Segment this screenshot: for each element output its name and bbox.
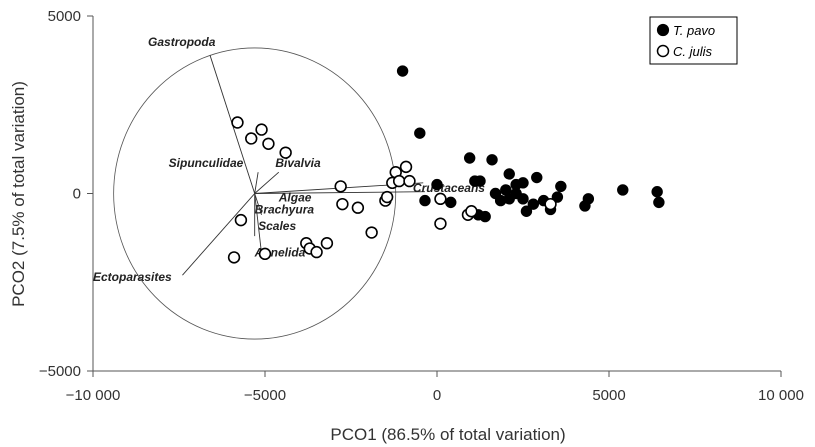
point-c-julis <box>544 197 557 211</box>
point-t-pavo <box>551 191 564 203</box>
point-c-julis <box>310 245 323 259</box>
point-t-pavo <box>445 196 457 209</box>
x-tick-label: −10 000 <box>66 387 121 404</box>
vector-ectoparasites <box>182 193 256 276</box>
point-t-pavo <box>431 178 443 191</box>
point-c-julis <box>245 132 258 145</box>
point-c-julis <box>351 201 365 214</box>
point-c-julis <box>336 197 349 211</box>
correlation-circle <box>113 47 397 340</box>
point-t-pavo <box>486 154 498 166</box>
point-t-pavo <box>531 171 543 184</box>
vector-label-gastropoda: Gastropoda <box>148 35 216 49</box>
legend: T. pavo C. julis <box>649 16 738 65</box>
point-c-julis <box>434 217 447 230</box>
point-c-julis <box>365 226 378 239</box>
point-c-julis <box>231 116 244 129</box>
point-c-julis <box>434 192 447 206</box>
point-t-pavo <box>517 177 529 189</box>
point-c-julis <box>320 237 334 250</box>
x-axis-ticks: −10 000 −5000 0 5000 10 000 <box>66 371 804 404</box>
vector-sipunculidae <box>254 172 259 194</box>
point-c-julis <box>255 123 268 136</box>
point-t-pavo <box>653 196 665 209</box>
point-t-pavo <box>419 194 431 207</box>
legend-marker-c-julis <box>656 44 670 58</box>
point-c-julis <box>262 137 275 151</box>
legend-label-t-pavo: T. pavo <box>673 23 715 38</box>
point-c-julis <box>227 251 241 264</box>
vector-circle-layer <box>113 47 397 340</box>
point-c-julis <box>334 180 347 193</box>
x-tick-label: −5000 <box>244 387 286 404</box>
point-c-julis <box>234 213 248 227</box>
point-c-julis <box>399 160 413 174</box>
point-t-pavo <box>503 168 515 180</box>
y-axis-ticks: 5000 0 −5000 <box>39 8 93 380</box>
point-t-pavo <box>582 193 595 205</box>
vector-label-scales: Scales <box>258 219 296 233</box>
x-tick-label: 10 000 <box>758 387 804 404</box>
point-t-pavo <box>520 205 533 217</box>
point-t-pavo <box>617 184 629 196</box>
vector-label-bivalvia: Bivalvia <box>275 156 321 170</box>
legend-marker-t-pavo <box>656 23 670 37</box>
point-t-pavo <box>651 186 663 198</box>
y-tick-label: 5000 <box>48 8 81 25</box>
point-t-pavo <box>396 65 409 77</box>
point-t-pavo <box>527 198 540 210</box>
point-c-julis <box>392 174 406 188</box>
y-tick-label: −5000 <box>39 363 81 380</box>
point-t-pavo <box>463 152 476 164</box>
vector-annelida <box>254 193 263 254</box>
vector-brachyura <box>254 193 262 215</box>
point-c-julis <box>279 146 292 159</box>
point-t-pavo <box>517 193 529 205</box>
vector-layer: Gastropoda Sipunculidae Bivalvia Algae Crust… <box>93 35 485 284</box>
point-t-pavo <box>555 180 567 193</box>
point-c-julis <box>465 205 478 218</box>
point-t-pavo <box>414 127 426 139</box>
point-c-julis <box>380 190 394 204</box>
data-point-layer <box>227 65 665 264</box>
x-tick-label: 5000 <box>592 387 625 404</box>
vector-label-ectoparasites: Ectoparasites <box>93 270 172 284</box>
point-c-julis <box>258 247 272 261</box>
vector-label-crustaceans: Crustaceans <box>413 181 485 195</box>
legend-label-c-julis: C. julis <box>673 44 713 59</box>
vector-label-algae: Algae <box>278 191 312 205</box>
vector-label-brachyura: Brachyura <box>255 203 315 217</box>
point-t-pavo <box>474 175 486 187</box>
vector-bivalvia <box>254 171 280 194</box>
x-tick-label: 0 <box>433 387 441 404</box>
y-tick-label: 0 <box>73 186 81 203</box>
x-axis-title: PCO1 (86.5% of total variation) <box>330 425 565 444</box>
vector-algae <box>254 191 425 194</box>
y-axis-title: PCO2 (7.5% of total variation) <box>9 81 28 307</box>
point-c-julis <box>403 174 416 188</box>
vector-label-sipunculidae: Sipunculidae <box>169 156 244 170</box>
